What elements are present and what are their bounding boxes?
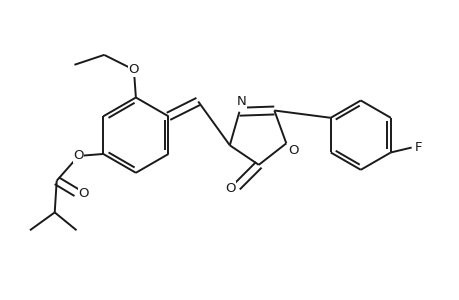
Text: O: O (287, 144, 298, 157)
Text: O: O (224, 182, 235, 195)
Text: N: N (236, 95, 246, 108)
Text: O: O (78, 187, 89, 200)
Text: O: O (129, 63, 139, 76)
Text: O: O (73, 149, 84, 162)
Text: F: F (414, 141, 421, 154)
